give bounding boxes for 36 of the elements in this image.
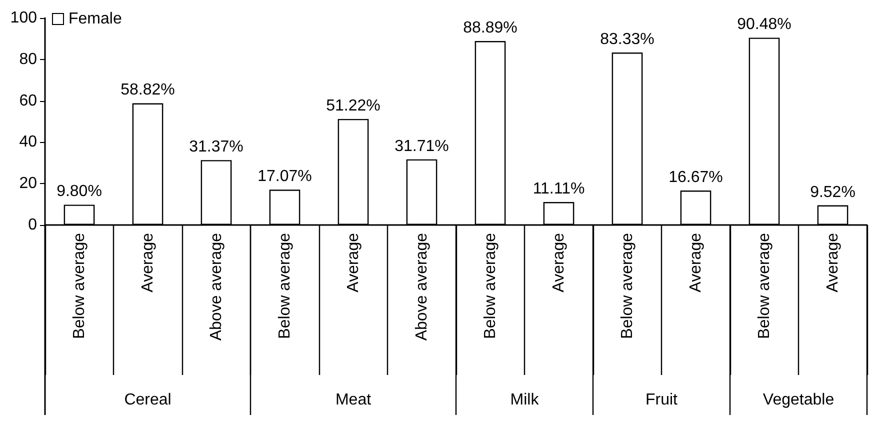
data-label: 17.07%	[258, 168, 312, 186]
legend-label: Female	[68, 10, 122, 28]
data-label: 88.89%	[463, 20, 518, 36]
text: Vegetable	[762, 392, 834, 408]
data-label: 9.52%	[810, 184, 856, 201]
data-label: 51.22%	[326, 97, 380, 114]
x-tick-label: Below average	[276, 232, 294, 339]
data-label: 31.71%	[394, 138, 449, 155]
x-tick-label: Below average	[756, 232, 773, 339]
text: Fruit	[646, 392, 678, 408]
x-tick-label: Below average	[70, 232, 88, 339]
y-tick-label: 80	[19, 50, 38, 68]
y-tick-label: 100	[10, 10, 38, 26]
x-tick-label: Above average	[208, 232, 225, 341]
text: Milk	[510, 392, 540, 408]
y-tick-label: 20	[19, 175, 38, 192]
x-tick-label: Below average	[482, 232, 499, 339]
text: Cereal	[124, 392, 172, 408]
y-tick-label: 0	[28, 216, 38, 234]
data-label: 16.67%	[668, 168, 723, 186]
text: Meat	[335, 392, 372, 408]
y-tick-label: 60	[19, 92, 38, 110]
data-label: 90.48%	[737, 16, 792, 34]
x-tick-label: Average	[344, 232, 362, 292]
x-tick-label: Above average	[413, 232, 430, 341]
data-label: 9.80%	[56, 183, 102, 200]
x-tick-label: Average	[824, 232, 842, 292]
data-label: 31.37%	[189, 138, 244, 156]
x-tick-label: Average	[139, 232, 156, 292]
data-label: 83.33%	[600, 31, 654, 48]
data-label: 58.82%	[120, 82, 175, 99]
x-tick-label: Average	[687, 232, 704, 292]
y-tick-label: 40	[19, 134, 38, 151]
x-tick-label: Below average	[618, 232, 636, 339]
data-label: 11.11%	[532, 180, 585, 198]
x-tick-label: Average	[550, 232, 568, 292]
